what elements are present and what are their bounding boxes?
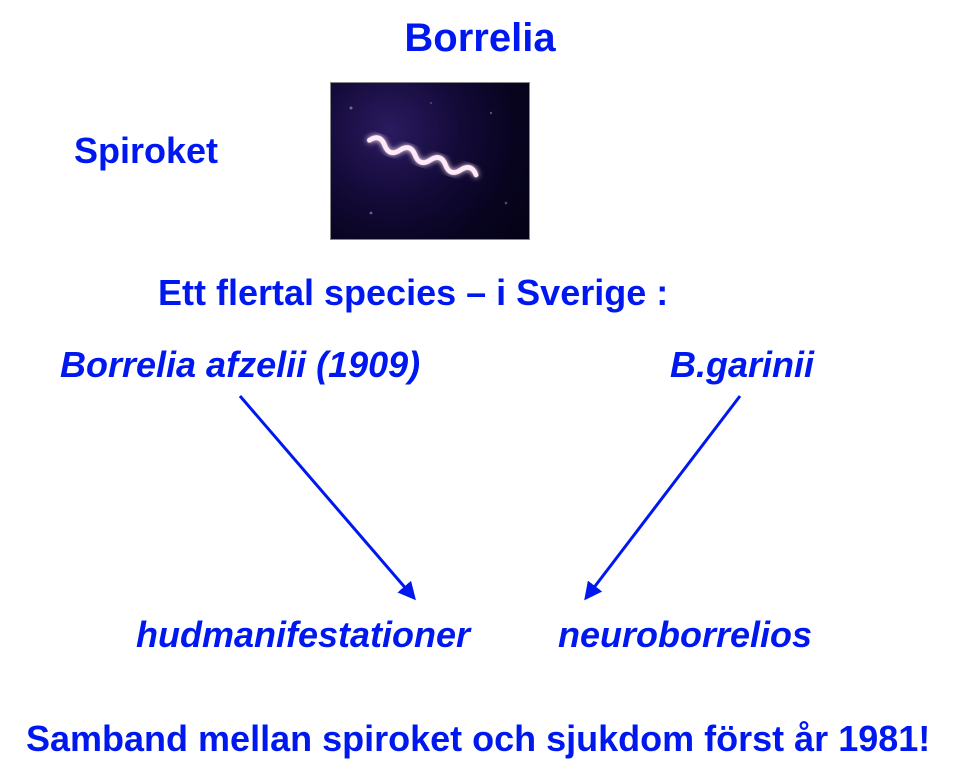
neuroborrelios-label: neuroborrelios bbox=[558, 614, 812, 656]
arrow-afzelii bbox=[240, 396, 414, 598]
arrow-garinii bbox=[586, 396, 740, 598]
footer-text: Samband mellan spiroket och sjukdom förs… bbox=[26, 718, 930, 760]
hudmanifestationer-label: hudmanifestationer bbox=[136, 614, 470, 656]
arrows-svg bbox=[0, 0, 960, 784]
